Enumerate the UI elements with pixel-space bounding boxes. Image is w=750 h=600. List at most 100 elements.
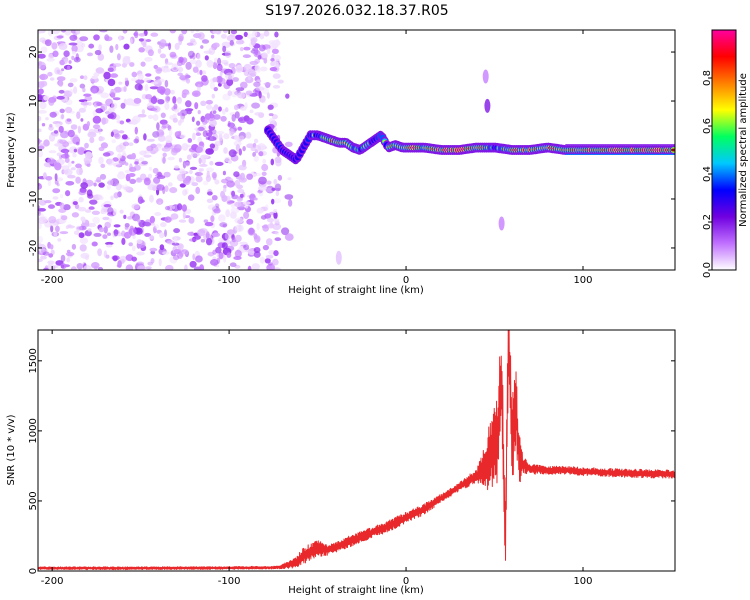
noise-speckle (38, 116, 42, 122)
noise-speckle (237, 92, 246, 99)
y-tick-label: 0 (28, 568, 39, 574)
noise-speckle (58, 125, 64, 133)
noise-speckle (197, 84, 201, 92)
colorbar-ticks: 0.0 0.2 0.4 0.6 0.8 (702, 70, 713, 278)
noise-speckle (123, 43, 130, 50)
noise-speckle (67, 82, 74, 88)
noise-speckle (272, 73, 281, 79)
noise-speckle (165, 205, 171, 211)
noise-speckle (39, 101, 47, 110)
colorbar-tick-label: 0.8 (702, 70, 713, 86)
noise-speckle (123, 86, 127, 92)
noise-speckle (74, 30, 81, 35)
noise-speckle (235, 224, 244, 232)
noise-speckle (144, 57, 153, 62)
noise-speckle (164, 102, 170, 111)
noise-speckle (193, 33, 202, 39)
noise-speckle (137, 113, 147, 118)
noise-speckle (173, 228, 181, 234)
noise-speckle (142, 221, 152, 227)
noise-speckle (174, 42, 180, 51)
noise-speckle (107, 78, 116, 87)
noise-speckle (185, 78, 191, 84)
noise-speckle (123, 214, 127, 219)
noise-speckle (179, 56, 184, 63)
noise-speckle (84, 151, 93, 159)
noise-speckle (287, 177, 292, 181)
noise-speckle (189, 260, 197, 268)
spectrogram-ylabel: Frequency (Hz) (6, 112, 17, 188)
noise-speckle (236, 206, 246, 211)
noise-speckle (101, 117, 109, 125)
noise-speckle (38, 138, 41, 146)
noise-speckle (266, 238, 273, 246)
noise-speckle (97, 266, 103, 270)
noise-speckle (218, 214, 226, 223)
noise-speckle (263, 57, 268, 64)
noise-speckle (182, 178, 191, 186)
noise-speckle (83, 265, 92, 270)
noise-speckle (181, 204, 187, 212)
noise-speckle (200, 45, 204, 49)
noise-speckle (71, 212, 79, 218)
noise-speckle (136, 239, 143, 245)
noise-speckle (124, 162, 129, 166)
noise-speckle (143, 77, 151, 83)
noise-speckle (205, 231, 210, 240)
noise-speckle (230, 128, 235, 135)
noise-speckle (196, 53, 201, 60)
noise-speckle (209, 160, 214, 166)
snr-frame (37, 329, 676, 572)
noise-speckle (263, 30, 270, 37)
noise-speckle (122, 56, 130, 64)
noise-speckle (71, 55, 75, 61)
noise-speckle (122, 30, 128, 34)
noise-speckle (48, 98, 55, 106)
noise-speckle (249, 109, 254, 114)
noise-speckle (54, 162, 62, 171)
noise-speckle (73, 148, 78, 153)
noise-speckle (72, 153, 77, 158)
noise-speckle (274, 31, 279, 38)
noise-speckle (51, 30, 61, 35)
noise-speckle (226, 35, 236, 42)
noise-speckle (131, 118, 139, 125)
noise-speckle (169, 255, 178, 264)
noise-speckle (148, 235, 155, 240)
noise-speckle (273, 198, 282, 204)
noise-speckle (151, 222, 155, 226)
noise-speckle (79, 237, 89, 244)
noise-speckle (128, 242, 133, 247)
spectrogram-heatmap (38, 30, 675, 270)
spectral-feature (335, 250, 342, 265)
y-tick-label: 1500 (28, 348, 39, 373)
noise-speckle (222, 45, 227, 53)
noise-speckle (162, 251, 170, 255)
noise-speckle (50, 225, 54, 233)
noise-speckle (272, 218, 280, 222)
noise-speckle (154, 212, 162, 216)
noise-speckle (177, 99, 182, 105)
noise-speckle (225, 195, 231, 202)
noise-speckle (201, 70, 207, 75)
noise-speckle (198, 141, 205, 149)
noise-speckle (212, 30, 219, 34)
noise-speckle (209, 119, 217, 127)
noise-speckle (284, 233, 294, 241)
noise-speckle (160, 156, 167, 163)
noise-speckle (160, 222, 167, 228)
noise-speckle (256, 223, 260, 230)
noise-speckle (234, 111, 240, 119)
noise-speckle (198, 168, 203, 173)
noise-speckle (164, 79, 169, 88)
y-tick-label: 0 (28, 147, 39, 153)
noise-speckle (98, 182, 105, 188)
noise-speckle (206, 198, 214, 203)
noise-speckle (164, 229, 167, 237)
colorbar-tick-label: 0.0 (702, 262, 713, 278)
noise-speckle (106, 244, 113, 248)
noise-speckle (258, 176, 267, 185)
noise-speckle (235, 39, 243, 45)
y-tick-label: 20 (28, 46, 39, 59)
